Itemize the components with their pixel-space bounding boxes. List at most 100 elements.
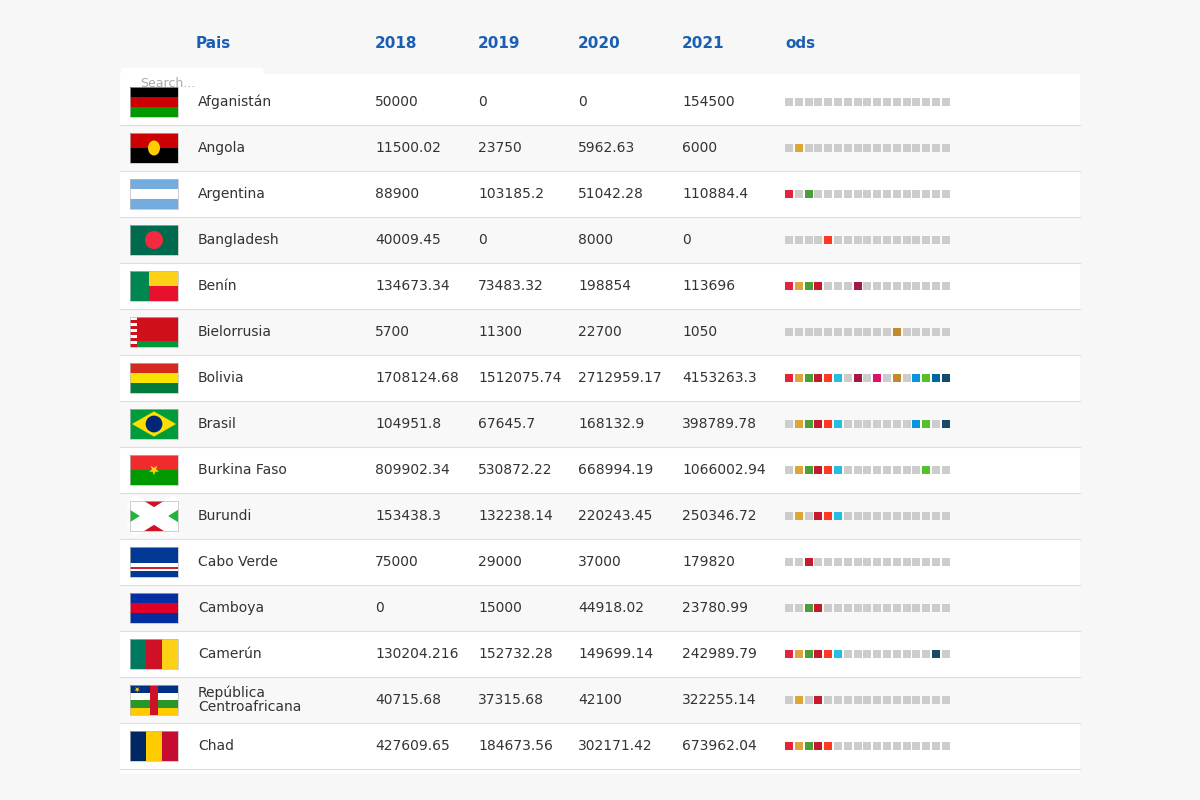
Bar — [785, 650, 793, 658]
Bar — [130, 700, 178, 707]
Bar — [834, 282, 842, 290]
Bar — [794, 420, 803, 428]
Bar — [902, 282, 911, 290]
Bar — [874, 282, 881, 290]
Bar — [815, 696, 822, 704]
Text: Bangladesh: Bangladesh — [198, 233, 280, 247]
Bar — [130, 271, 149, 301]
Bar — [912, 282, 920, 290]
Bar — [130, 363, 178, 373]
Bar — [130, 685, 178, 693]
Bar — [902, 466, 911, 474]
Text: Pais: Pais — [196, 37, 232, 51]
Bar — [785, 558, 793, 566]
Text: 40715.68: 40715.68 — [374, 693, 442, 707]
Bar — [130, 87, 178, 117]
Bar — [785, 144, 793, 152]
Text: Cabo Verde: Cabo Verde — [198, 555, 278, 569]
Bar — [874, 236, 881, 244]
Bar — [149, 286, 178, 301]
Bar — [130, 639, 178, 669]
Text: 149699.14: 149699.14 — [578, 647, 653, 661]
Bar — [923, 98, 930, 106]
Bar — [893, 604, 901, 612]
Bar — [824, 742, 833, 750]
Bar — [130, 97, 178, 107]
Bar — [853, 696, 862, 704]
Bar — [942, 236, 950, 244]
Bar — [794, 190, 803, 198]
Bar — [932, 512, 940, 520]
Bar — [785, 604, 793, 612]
Bar — [883, 650, 890, 658]
Bar — [785, 374, 793, 382]
Bar — [130, 455, 178, 485]
Bar — [883, 420, 890, 428]
Bar — [130, 603, 178, 613]
Bar — [923, 650, 930, 658]
Bar — [805, 558, 812, 566]
Bar — [824, 650, 833, 658]
Bar — [864, 466, 871, 474]
Bar — [853, 558, 862, 566]
Bar — [874, 420, 881, 428]
Bar — [120, 677, 1080, 723]
Bar — [130, 225, 178, 255]
Bar — [834, 420, 842, 428]
Bar — [874, 604, 881, 612]
Bar — [146, 639, 162, 669]
Bar — [805, 374, 812, 382]
Bar — [130, 383, 178, 393]
Bar — [794, 558, 803, 566]
Bar — [824, 98, 833, 106]
Bar — [805, 466, 812, 474]
Bar — [120, 217, 1080, 263]
Bar — [912, 604, 920, 612]
Text: Benín: Benín — [198, 279, 238, 293]
Bar — [130, 133, 178, 163]
Polygon shape — [130, 501, 178, 516]
Bar — [942, 190, 950, 198]
Bar — [785, 512, 793, 520]
Bar — [893, 236, 901, 244]
Bar — [785, 696, 793, 704]
Bar — [844, 512, 852, 520]
Bar — [794, 466, 803, 474]
Bar — [912, 420, 920, 428]
Bar — [942, 420, 950, 428]
Text: 130204.216: 130204.216 — [374, 647, 458, 661]
Text: 250346.72: 250346.72 — [682, 509, 756, 523]
Bar — [902, 144, 911, 152]
Bar — [912, 696, 920, 704]
Text: Bielorrusia: Bielorrusia — [198, 325, 272, 339]
Bar — [130, 731, 178, 761]
Bar — [805, 190, 812, 198]
Bar — [785, 742, 793, 750]
Bar — [902, 374, 911, 382]
Bar — [864, 98, 871, 106]
Bar — [805, 236, 812, 244]
Bar — [794, 98, 803, 106]
Bar — [815, 282, 822, 290]
Bar — [893, 144, 901, 152]
Bar — [932, 282, 940, 290]
Text: Centroafricana: Centroafricana — [198, 700, 301, 714]
Text: Camboya: Camboya — [198, 601, 264, 615]
Bar — [893, 190, 901, 198]
Bar — [824, 512, 833, 520]
Bar — [883, 558, 890, 566]
Bar — [824, 466, 833, 474]
Bar — [853, 328, 862, 336]
Bar — [834, 374, 842, 382]
Bar — [815, 558, 822, 566]
Bar — [815, 650, 822, 658]
Text: 2019: 2019 — [478, 37, 521, 51]
Text: 2712959.17: 2712959.17 — [578, 371, 661, 385]
Polygon shape — [132, 411, 176, 437]
Circle shape — [145, 416, 162, 432]
Bar — [120, 125, 1080, 171]
Bar — [883, 236, 890, 244]
Bar — [844, 742, 852, 750]
Bar — [923, 144, 930, 152]
Bar — [130, 563, 178, 566]
